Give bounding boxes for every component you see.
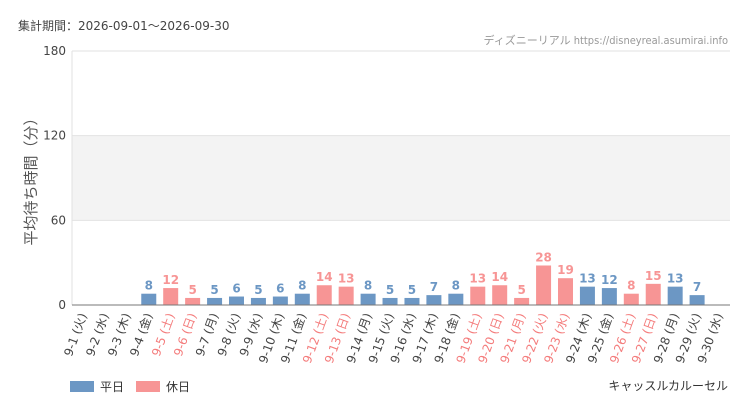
value-label: 6 — [232, 282, 240, 296]
period-label: 集計期間：2026-09-01〜2026-09-30 — [18, 19, 230, 33]
bar — [689, 295, 705, 305]
value-label: 5 — [188, 283, 196, 297]
bar — [163, 288, 179, 305]
background-band — [72, 51, 730, 136]
value-label: 5 — [254, 283, 262, 297]
background-band — [72, 220, 730, 305]
value-label: 13 — [667, 272, 684, 286]
bar — [514, 297, 530, 305]
bar — [272, 296, 288, 305]
weekday-swatch — [70, 381, 94, 392]
bar — [316, 285, 332, 305]
bars — [141, 265, 705, 305]
bar — [294, 293, 310, 305]
background-band — [72, 135, 730, 221]
value-label: 12 — [601, 273, 618, 287]
value-label: 8 — [364, 279, 372, 293]
bar — [404, 297, 420, 305]
value-label: 13 — [469, 272, 486, 286]
legend-holiday: 休日 — [136, 378, 190, 395]
bar — [492, 285, 508, 305]
bar — [229, 296, 244, 305]
value-label: 12 — [162, 273, 179, 287]
bar — [448, 293, 464, 305]
value-label: 8 — [452, 279, 460, 293]
y-tick-label: 0 — [58, 298, 66, 312]
bar — [601, 288, 617, 305]
bar — [338, 286, 354, 305]
value-label: 15 — [645, 269, 662, 283]
value-label: 19 — [557, 263, 574, 277]
value-label: 13 — [579, 272, 596, 286]
attraction-name: キャッスルカルーセル — [608, 379, 728, 393]
value-label: 5 — [408, 283, 416, 297]
bar — [623, 293, 639, 305]
bar — [250, 297, 266, 305]
bar — [645, 283, 661, 305]
value-label: 6 — [276, 282, 284, 296]
value-label: 8 — [298, 279, 306, 293]
value-label: 14 — [316, 270, 333, 284]
bar — [141, 293, 157, 305]
bar — [426, 295, 442, 305]
value-label: 5 — [517, 283, 525, 297]
holiday-swatch — [136, 381, 160, 392]
bar — [470, 286, 486, 305]
y-axis-ticks: 0 60 120 180 — [43, 44, 66, 312]
bar — [536, 265, 552, 305]
value-label: 28 — [535, 250, 552, 264]
legend-weekday: 平日 — [70, 378, 124, 395]
bar — [382, 297, 398, 305]
bar — [579, 286, 595, 305]
value-label: 5 — [386, 283, 394, 297]
value-label: 14 — [491, 270, 508, 284]
holiday-legend-label: 休日 — [166, 380, 191, 394]
value-label: 7 — [430, 280, 438, 294]
y-axis-label: 平均待ち時間（分） — [22, 110, 40, 245]
value-label: 7 — [693, 280, 701, 294]
value-label: 13 — [338, 272, 355, 286]
bar — [185, 297, 201, 305]
value-label: 5 — [210, 283, 218, 297]
bar — [558, 278, 573, 305]
bar — [360, 293, 376, 305]
bar — [207, 297, 223, 305]
weekday-legend-label: 平日 — [100, 380, 125, 394]
y-tick-label: 120 — [43, 129, 66, 143]
background-bands — [72, 51, 730, 305]
bar — [667, 286, 683, 305]
y-tick-label: 60 — [51, 213, 66, 227]
value-label: 8 — [145, 279, 153, 293]
value-label: 8 — [627, 279, 635, 293]
x-axis-labels: 9-1 (火)9-2 (水)9-3 (木)9-4 (金)9-5 (土)9-6 (… — [61, 311, 726, 365]
source-credit[interactable]: ディズニーリアル https://disneyreal.asumirai.inf… — [483, 34, 728, 47]
y-tick-label: 180 — [43, 44, 66, 58]
